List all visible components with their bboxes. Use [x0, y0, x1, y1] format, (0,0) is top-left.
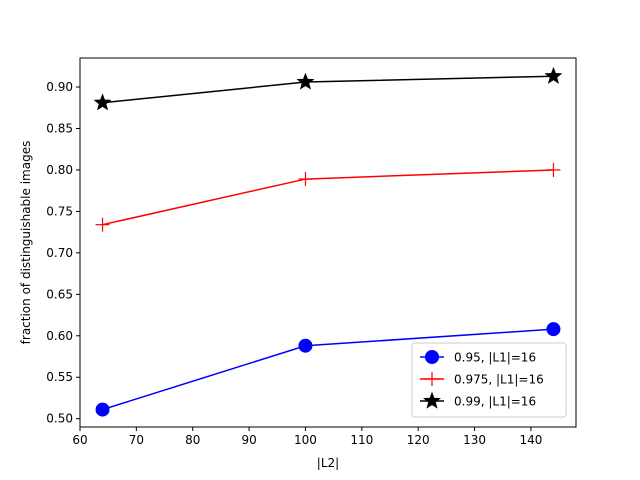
legend-marker [425, 372, 439, 386]
x-tick-label: 130 [463, 433, 486, 447]
x-tick-label: 120 [407, 433, 430, 447]
x-tick-label: 110 [350, 433, 373, 447]
legend-box [411, 342, 567, 418]
y-axis: 0.50 0.55 0.60 0.65 0.70 0.75 0.80 0.85 0.90 [46, 80, 80, 426]
series-2 [95, 162, 561, 232]
x-tick-label: 70 [129, 433, 144, 447]
legend: 0.95, |L1|=16 0.975, |L1|=16 0.99, |L1|=16 [411, 342, 567, 418]
y-tick-label: 0.60 [46, 329, 73, 343]
data-point [298, 172, 313, 187]
y-tick-label: 0.65 [46, 287, 73, 301]
legend-label: 0.95, |L1|=16 [454, 351, 536, 365]
x-axis: 60 70 80 90 100 110 120 130 140 [72, 427, 542, 447]
x-tick-label: 90 [241, 433, 256, 447]
data-point [544, 66, 563, 84]
legend-label: 0.975, |L1|=16 [454, 373, 544, 387]
x-tick-label: 60 [72, 433, 87, 447]
legend-marker [425, 350, 439, 364]
y-tick-label: 0.70 [46, 246, 73, 260]
y-tick-label: 0.75 [46, 204, 73, 218]
series-3 [93, 66, 563, 111]
x-tick-label: 140 [519, 433, 542, 447]
legend-label: 0.99, |L1|=16 [454, 395, 536, 409]
y-tick-label: 0.90 [46, 80, 73, 94]
legend-marker [423, 391, 441, 409]
legend-entry: 0.95, |L1|=16 [420, 350, 536, 365]
y-tick-label: 0.50 [46, 412, 73, 426]
y-axis-label: fraction of distinguishable images [19, 141, 33, 345]
legend-entry: 0.975, |L1|=16 [420, 372, 544, 387]
data-point [546, 162, 561, 177]
data-point [95, 217, 110, 232]
x-tick-label: 100 [294, 433, 317, 447]
legend-entry: 0.99, |L1|=16 [420, 391, 536, 409]
y-tick-label: 0.80 [46, 163, 73, 177]
x-axis-label: |L2| [317, 456, 339, 470]
data-point [296, 72, 315, 90]
plot-layer [93, 66, 563, 417]
data-point [93, 93, 112, 111]
y-tick-label: 0.55 [46, 370, 73, 384]
series-1 [95, 322, 561, 417]
data-point [95, 402, 110, 417]
data-point [546, 322, 561, 337]
x-tick-label: 80 [185, 433, 200, 447]
data-point [298, 338, 313, 353]
y-tick-label: 0.85 [46, 121, 73, 135]
plot-frame [79, 57, 577, 428]
